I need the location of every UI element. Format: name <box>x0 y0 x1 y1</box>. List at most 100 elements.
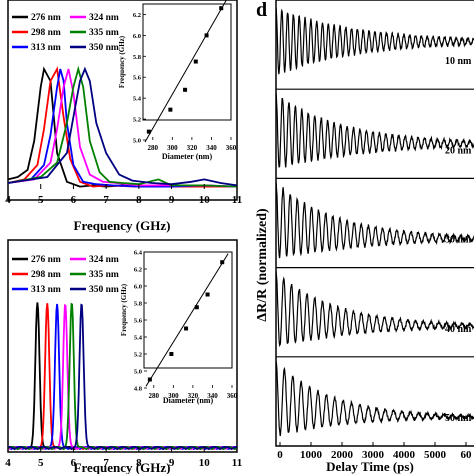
inset-y-tick-label: 6.0 <box>133 33 141 40</box>
series-group <box>7 302 238 451</box>
trace-label: 10 nm <box>445 56 472 67</box>
x-axis-label: Frequency (GHz) <box>74 460 171 474</box>
data-point <box>168 107 173 112</box>
inset-y-axis-label: Frequency (GHz) <box>118 35 126 88</box>
series-line <box>7 68 238 188</box>
x-tick-label: 0 <box>277 449 283 461</box>
spectra-panel-top: 4 5 6 7 8 9 10 11 Frequency (GHz) 276 nm 324 nm2… <box>5 0 242 233</box>
inset-y-tick-label: 5.6 <box>134 318 143 325</box>
inset-y-tick-label: 5.0 <box>134 369 142 376</box>
plot-frame <box>275 0 474 447</box>
x-tick-label: 10 <box>199 457 211 469</box>
spectra-panel-bottom: 4 5 6 7 8 9 10 11 Frequency (GHz) 276 nm 324 nm 2… <box>5 239 242 474</box>
y-axis-label: ΔR/R (normalized) <box>255 208 270 322</box>
inset-x-tick-label: 300 <box>168 392 179 400</box>
x-tick-label: 11 <box>232 457 242 469</box>
data-point <box>204 33 209 38</box>
legend-label: 335 nm <box>89 270 119 280</box>
data-point <box>169 352 174 356</box>
inset-x-tick-label: 280 <box>148 144 159 152</box>
legend-label: 324 nm <box>89 13 119 23</box>
inset-frame <box>142 3 232 121</box>
inset-content: 280 300 320 340 360 4.8 5.0 5.2 5.4 5.6 5.8 6.0 6.2 6… <box>134 250 238 401</box>
x-tick-label: 4 <box>5 457 11 469</box>
x-tick-label: 9 <box>169 457 175 469</box>
inset-y-tick-label: 5.4 <box>134 335 143 342</box>
inset-y-tick-label: 6.0 <box>134 284 142 291</box>
trace-label: 20 nm <box>445 145 472 156</box>
x-tick-label: 9 <box>169 194 175 206</box>
legend-label: 276 nm <box>31 255 61 265</box>
x-tick-label: 60 <box>461 449 473 461</box>
inset-content: 280 300 320 340 360 5.0 5.2 5.4 5.6 5.8 6.0 6.2 <box>133 0 237 152</box>
trace-line <box>275 271 474 348</box>
legend-label: 324 nm <box>89 255 119 265</box>
trace-label: 40 nm <box>445 324 472 335</box>
fit-line <box>144 0 227 143</box>
trace-line <box>275 360 474 437</box>
x-tick-label: 4000 <box>393 449 416 461</box>
inset-y-tick-label: 5.0 <box>133 138 141 145</box>
data-point <box>183 87 188 92</box>
inset-y-tick-label: 4.8 <box>134 386 143 393</box>
legend-label: 298 nm <box>31 270 61 280</box>
x-tick-label: 7 <box>103 457 109 469</box>
x-tick-label: 8 <box>136 457 142 469</box>
inset-y-axis-label: Frequency (GHz) <box>120 283 128 336</box>
data-point <box>220 260 225 265</box>
legend-label: 276 nm <box>31 13 61 23</box>
plot-frame <box>7 0 238 201</box>
inset-plot: 280 300 320 340 360 5.0 5.2 5.4 5.6 5.8 6.0 6.2 Dia… <box>118 0 237 161</box>
data-point <box>146 129 151 134</box>
x-ticks: 4 5 6 7 8 9 10 11 <box>5 184 242 206</box>
series-line <box>7 66 238 187</box>
panel-label: d <box>256 0 267 21</box>
x-tick-label: 5 <box>38 457 44 469</box>
inset-y-tick-label: 6.2 <box>134 267 142 274</box>
data-point <box>147 377 152 382</box>
inset-x-tick-label: 360 <box>227 392 238 400</box>
trace-line <box>275 7 474 75</box>
data-point <box>193 59 198 64</box>
x-tick-label: 6 <box>71 457 77 469</box>
legend-label: 313 nm <box>31 43 61 53</box>
legend-label: 350 nm <box>89 285 119 295</box>
trace-group: 10 nm 20 nm 30 nm 40 nm 50 nm <box>275 7 474 437</box>
x-tick-label: 7 <box>103 194 109 206</box>
inset-y-tick-label: 5.4 <box>133 96 142 103</box>
data-point <box>184 326 189 331</box>
data-point <box>194 305 199 310</box>
x-axis-label: Delay Time (ps) <box>326 459 414 474</box>
x-tick-label: 5000 <box>424 449 447 461</box>
legend: 276 nm 324 nm 298 nm 335 nm 313 nm 350 nm <box>12 13 119 53</box>
x-ticks: 0 1000 2000 3000 4000 5000 60 <box>277 442 472 461</box>
legend: 276 nm 324 nm 298 nm 335 nm 313 nm 350 nm <box>12 255 119 295</box>
x-tick-label: 3000 <box>362 449 385 461</box>
x-axis-label: Frequency (GHz) <box>74 218 171 233</box>
legend-label: 335 nm <box>89 28 119 38</box>
inset-x-tick-label: 340 <box>206 144 217 152</box>
inset-y-tick-label: 5.2 <box>133 117 141 124</box>
data-point <box>205 292 210 297</box>
inset-plot: 280 300 320 340 360 4.8 5.0 5.2 5.4 5.6 5.8 6.0 6.2 6… <box>120 250 238 406</box>
inset-y-tick-label: 5.2 <box>134 352 142 359</box>
inset-x-axis-label: Diameter (nm) <box>162 152 213 161</box>
inset-y-tick-label: 6.2 <box>133 12 141 19</box>
inset-x-tick-label: 320 <box>188 392 199 400</box>
series-line <box>7 303 238 451</box>
inset-x-tick-label: 300 <box>167 144 178 152</box>
inset-x-tick-label: 280 <box>149 392 160 400</box>
inset-x-tick-label: 360 <box>226 144 237 152</box>
inset-y-tick-label: 5.8 <box>134 301 143 308</box>
inset-y-tick-label: 5.6 <box>133 75 142 82</box>
fit-line <box>145 253 229 387</box>
x-ticks: 4 5 6 7 8 9 10 11 <box>5 447 242 469</box>
series-line <box>7 68 238 188</box>
x-tick-label: 4 <box>5 194 11 206</box>
inset-x-tick-label: 320 <box>187 144 198 152</box>
plot-frame <box>7 239 238 453</box>
inset-y-tick-label: 6.4 <box>134 250 143 257</box>
series-group <box>7 65 238 188</box>
trace-label: 50 nm <box>445 413 472 424</box>
inset-y-tick-label: 5.8 <box>133 54 142 61</box>
